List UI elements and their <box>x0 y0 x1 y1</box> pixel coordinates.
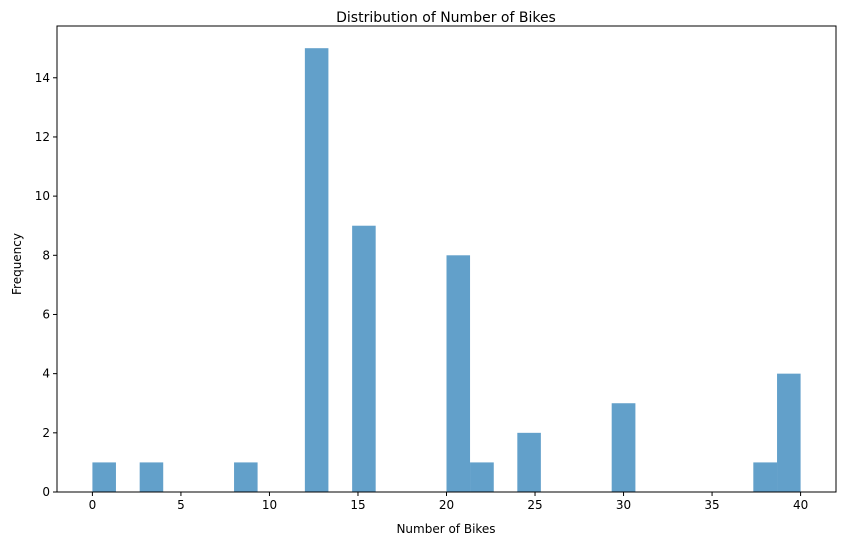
histogram-bar <box>753 462 778 492</box>
histogram-bar <box>352 225 376 492</box>
y-tick-label: 10 <box>35 189 50 203</box>
plot-frame <box>56 25 837 493</box>
x-axis-ticks: 0 5 10 15 20 25 30 35 40 <box>89 492 808 512</box>
y-tick-label: 14 <box>35 71 50 85</box>
histogram-bar <box>234 462 258 492</box>
y-axis-label: Frequency <box>10 233 24 295</box>
histogram-bar <box>611 403 636 492</box>
y-tick-label: 4 <box>42 367 50 381</box>
histogram-bar <box>446 255 471 492</box>
bars-group <box>92 48 801 492</box>
y-tick-label: 2 <box>42 426 50 440</box>
x-tick-label: 35 <box>704 498 719 512</box>
y-tick-label: 0 <box>42 485 50 499</box>
x-tick-label: 10 <box>262 498 277 512</box>
x-tick-label: 0 <box>89 498 97 512</box>
x-axis-label: Number of Bikes <box>396 522 495 536</box>
histogram-bar <box>304 48 329 492</box>
y-axis-ticks: 0 2 4 6 8 10 12 14 <box>35 71 57 499</box>
histogram-bar <box>517 432 541 492</box>
y-tick-label: 12 <box>35 130 50 144</box>
histogram-bar <box>92 462 116 492</box>
x-tick-label: 40 <box>793 498 808 512</box>
x-tick-label: 30 <box>616 498 631 512</box>
histogram-bar <box>139 462 164 492</box>
histogram-bar <box>777 373 801 492</box>
chart-title: Distribution of Number of Bikes <box>336 10 556 26</box>
x-tick-label: 15 <box>350 498 365 512</box>
x-tick-label: 20 <box>439 498 454 512</box>
x-tick-label: 25 <box>527 498 542 512</box>
histogram-bar <box>470 462 494 492</box>
y-tick-label: 6 <box>42 307 50 321</box>
x-tick-label: 5 <box>177 498 185 512</box>
y-tick-label: 8 <box>42 248 50 262</box>
